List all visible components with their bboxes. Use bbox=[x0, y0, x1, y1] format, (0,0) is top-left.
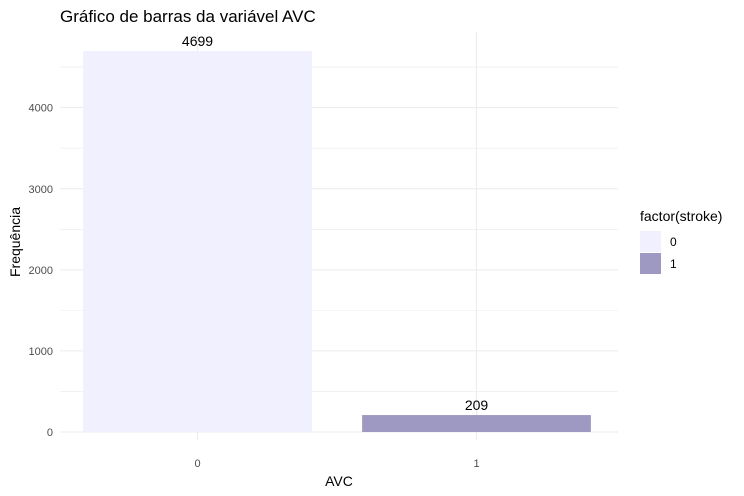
y-tick-label: 0 bbox=[47, 427, 53, 439]
legend: factor(stroke) 0 1 bbox=[640, 208, 722, 274]
legend-label-0: 0 bbox=[670, 235, 677, 249]
legend-label-1: 1 bbox=[670, 257, 677, 271]
legend-swatch-1 bbox=[640, 253, 661, 274]
y-tick-label: 2000 bbox=[29, 265, 53, 277]
bar-1 bbox=[362, 415, 591, 432]
bar-0 bbox=[83, 51, 312, 432]
bars bbox=[83, 51, 591, 432]
data-labels: 4699 209 bbox=[182, 33, 488, 413]
chart-title: Gráfico de barras da variável AVC bbox=[60, 7, 316, 26]
legend-title: factor(stroke) bbox=[640, 208, 722, 224]
y-axis-ticks: 0 1000 2000 3000 4000 bbox=[29, 103, 53, 439]
data-label-0: 4699 bbox=[182, 33, 213, 49]
y-tick-label: 1000 bbox=[29, 346, 53, 358]
y-tick-label: 3000 bbox=[29, 184, 53, 196]
y-axis-label: Frequência bbox=[7, 207, 23, 277]
x-tick-label: 1 bbox=[473, 458, 479, 470]
data-label-1: 209 bbox=[465, 397, 489, 413]
legend-swatch-0 bbox=[640, 231, 661, 252]
y-tick-label: 4000 bbox=[29, 103, 53, 115]
x-axis-label: AVC bbox=[325, 473, 353, 489]
x-tick-label: 0 bbox=[194, 458, 200, 470]
